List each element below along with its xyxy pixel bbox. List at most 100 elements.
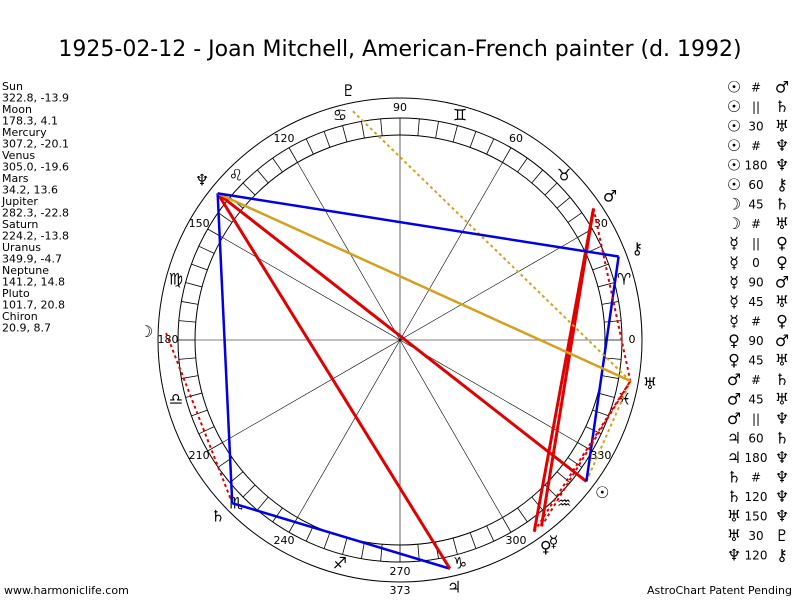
aspect-type: || <box>752 412 760 426</box>
aspect-type: 45 <box>748 295 763 309</box>
aspect-p1: ♅ <box>727 526 741 545</box>
aspect-p2: ♆ <box>775 448 789 467</box>
aspect-p1: ☉ <box>727 78 741 97</box>
aspect-p2: ♅ <box>775 351 789 370</box>
planet-name: Uranus <box>2 241 41 254</box>
aspect-type: || <box>752 237 760 251</box>
wheel: 0306090120150180210240270300330♈♉♊♋♌♍♎♏♐… <box>158 101 636 578</box>
planet-coords: 224.2, -13.8 <box>2 230 69 243</box>
band-tick <box>207 442 223 452</box>
degree-label: 300 <box>506 534 527 547</box>
band-tick <box>272 157 283 173</box>
aspect-type: # <box>751 315 761 329</box>
aspect-line <box>217 192 619 258</box>
aspect-p2: ♄ <box>775 195 789 214</box>
degree-label: 210 <box>189 449 210 462</box>
band-tick <box>597 282 615 288</box>
sign: ♌ <box>229 165 243 184</box>
aspect-line <box>216 192 588 483</box>
band-tick <box>342 537 348 555</box>
band-tick <box>217 212 233 223</box>
aspect-type: 60 <box>748 432 763 446</box>
band-tick <box>452 125 458 143</box>
band-tick <box>567 457 583 468</box>
degree-label: 270 <box>390 565 411 578</box>
planet-coords: 20.9, 8.7 <box>2 322 51 335</box>
aspect-p2: ♅ <box>775 390 789 409</box>
band-tick <box>272 507 283 523</box>
aspect-type: 30 <box>748 120 763 134</box>
band-tick <box>556 196 571 209</box>
aspect-line <box>351 110 632 382</box>
band-tick <box>556 471 571 484</box>
spoke <box>222 237 401 341</box>
band-tick <box>517 507 528 523</box>
band-tick <box>380 118 383 136</box>
planet-glyph: ♂ <box>603 187 617 206</box>
planet-coords: 282.3, -22.8 <box>2 207 69 220</box>
aspect-type: 45 <box>748 354 763 368</box>
aspect-line <box>585 380 632 482</box>
aspect-p2: ♅ <box>775 292 789 311</box>
planet-glyph: ♅ <box>643 374 657 393</box>
planet-coords: 349.9, -4.7 <box>2 253 62 266</box>
sign: ♉ <box>557 165 571 184</box>
aspect-line <box>165 332 234 504</box>
band-tick <box>242 182 256 196</box>
aspect-p1: ♃ <box>727 448 741 467</box>
planet-glyph: ☉ <box>595 483 609 502</box>
spoke <box>297 162 401 341</box>
band-tick <box>502 517 512 533</box>
aspect-p2: ♆ <box>775 409 789 428</box>
band-tick <box>567 212 583 223</box>
band-tick <box>305 138 314 155</box>
aspect-p1: ☿ <box>729 234 739 253</box>
band-tick <box>242 484 256 498</box>
sign: ♒ <box>557 494 571 513</box>
aspect-p1: ♅ <box>727 507 741 526</box>
outer-circle <box>157 97 643 583</box>
aspect-type: # <box>751 81 761 95</box>
aspect-p2: ⚷ <box>776 175 788 194</box>
aspect-p2: ♀ <box>776 253 788 272</box>
aspect-line <box>216 192 452 570</box>
planet-coords: 34.2, 13.6 <box>2 184 58 197</box>
degree-label: 240 <box>274 534 295 547</box>
sign: ♈ <box>617 269 631 288</box>
aspect-p1: ☿ <box>729 312 739 331</box>
band-tick <box>288 147 298 163</box>
sign: ♎ <box>169 390 183 409</box>
aspect-type: 90 <box>748 276 763 290</box>
band-tick <box>544 182 558 196</box>
band-tick <box>486 138 495 155</box>
planet-coords: 101.7, 20.8 <box>2 299 65 312</box>
sign: ♍ <box>169 269 183 288</box>
planet-name: Sun <box>2 80 23 93</box>
bottom-number: 373 <box>390 584 411 597</box>
footer-right: AstroChart Patent Pending <box>647 584 792 597</box>
band-tick <box>597 392 615 398</box>
aspect-p2: ♆ <box>775 468 789 487</box>
planet-glyph: ♃ <box>447 578 461 597</box>
planet-glyph: ♄ <box>211 507 225 526</box>
spoke <box>399 237 578 341</box>
planet-glyph: ☿ <box>549 532 559 551</box>
aspect-type: 60 <box>748 178 763 192</box>
aspect-p2: ♂ <box>775 273 789 292</box>
planet-coords: 141.2, 14.8 <box>2 276 65 289</box>
planet-glyph: ⚷ <box>631 239 643 258</box>
band-tick <box>185 392 203 398</box>
footer-left: www.harmoniclife.com <box>4 584 129 597</box>
aspect-p1: ☽ <box>727 195 741 214</box>
aspect-p2: ♀ <box>776 312 788 331</box>
aspect-type: # <box>751 373 761 387</box>
aspect-p1: ☿ <box>729 273 739 292</box>
band-tick <box>323 131 331 148</box>
band-tick <box>191 263 208 271</box>
aspect-p1: ♄ <box>727 468 741 487</box>
aspect-p1: ♀ <box>728 331 740 350</box>
aspect-p1: ☉ <box>727 175 741 194</box>
band-tick <box>435 121 439 139</box>
planet-coords: 307.2, -20.1 <box>2 138 69 151</box>
